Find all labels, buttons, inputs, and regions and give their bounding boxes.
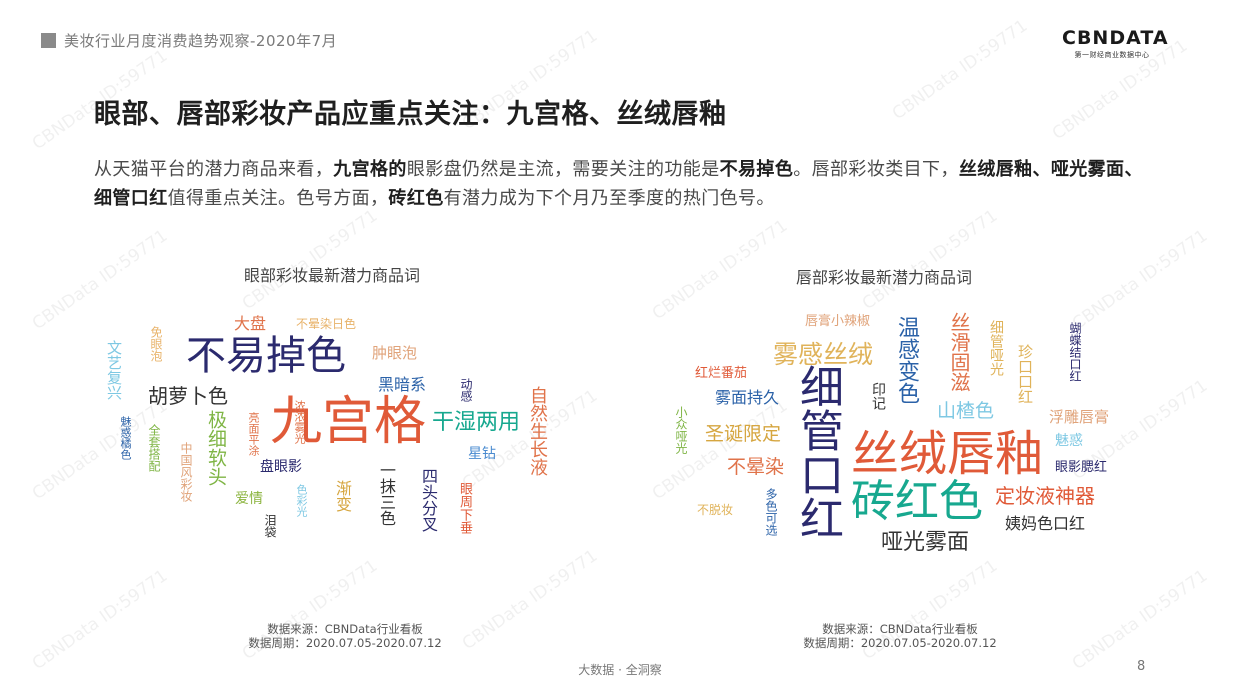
cloud-word: 不晕染日色 <box>296 317 357 331</box>
page-number: 8 <box>1137 659 1146 674</box>
eye-cloud-source: 数据来源：CBNData行业看板 数据周期：2020.07.05-2020.07… <box>200 622 490 650</box>
cloud-word: 色彩光 <box>295 484 308 517</box>
cloud-word: 免眼泡 <box>149 326 163 362</box>
cloud-word: 浮雕唇膏 <box>1049 408 1110 426</box>
watermark: CBNData ID:59771 <box>238 205 382 315</box>
source-label: 数据来源：CBNData行业看板 <box>822 622 978 636</box>
cloud-word: 雾感丝绒 <box>773 340 874 369</box>
lip-cloud-source: 数据来源：CBNData行业看板 数据周期：2020.07.05-2020.07… <box>755 622 1045 650</box>
summary-paragraph: 从天猫平台的潜力商品来看，九宫格的眼影盘仍然是主流，需要关注的功能是不易掉色。唇… <box>94 155 1154 213</box>
cloud-word: 姨妈色口红 <box>1005 514 1086 533</box>
para-seg: 。唇部彩妆类目下， <box>793 159 959 180</box>
header-square-icon <box>41 33 56 48</box>
cloud-word: 文艺复兴 <box>105 340 123 400</box>
cloud-word: 星钻 <box>468 446 496 462</box>
cloud-word: 九宫格 <box>270 392 427 452</box>
cloud-word: 红烂番茄 <box>695 366 748 381</box>
watermark: CBNData ID:59771 <box>888 15 1032 125</box>
cloud-word: 四头分叉 <box>419 468 438 532</box>
cloud-word: 小众哑光 <box>674 406 688 454</box>
cloud-word: 圣诞限定 <box>705 423 782 445</box>
cloud-word: 肿眼泡 <box>372 344 418 362</box>
cloud-word: 细管口红 <box>792 364 843 540</box>
cloud-word: 不易掉色 <box>186 333 346 379</box>
cloud-word: 眼周下垂 <box>457 482 472 534</box>
para-seg-bold: 九宫格的 <box>333 159 407 180</box>
lip-word-cloud: 丝绒唇釉 细管口红 砖红色 雾感丝绒 温感变色 哑光雾面 定妆液神器 姨妈色口红… <box>665 300 1135 570</box>
period-label: 数据周期：2020.07.05-2020.07.12 <box>803 636 997 650</box>
logo-sub-text: 第一财经商业数据中心 <box>1074 51 1150 59</box>
cloud-word: 盘眼影 <box>260 459 302 475</box>
cloud-word: 雾面持久 <box>715 388 780 407</box>
cloud-word: 细管哑光 <box>988 320 1004 376</box>
eye-cloud-title: 眼部彩妆最新潜力商品词 <box>244 266 421 285</box>
logo-main-text: CBNDATA <box>1062 27 1169 49</box>
cloud-word: 不脱妆 <box>697 503 734 517</box>
cloud-word: 极细软头 <box>205 410 227 486</box>
cloud-word: 多色可选 <box>764 488 778 536</box>
para-seg-bold: 不易掉色 <box>719 159 794 180</box>
cloud-word: 动感 <box>459 378 473 402</box>
cloud-word: 全套搭配 <box>147 424 161 472</box>
cloud-word: 亮面平涂 <box>247 412 260 456</box>
cloud-word: 魅惑橘色 <box>119 416 132 460</box>
watermark: CBNData ID:59771 <box>28 565 172 675</box>
cbndata-logo: CBNDATA 第一财经商业数据中心 <box>1062 27 1169 60</box>
para-seg: 从天猫平台的潜力商品来看， <box>94 159 334 180</box>
cloud-word: 定妆液神器 <box>995 484 1095 508</box>
cloud-word: 胡萝卜色 <box>148 384 228 408</box>
cloud-word: 一抹三色 <box>377 462 396 526</box>
cloud-word: 不晕染 <box>727 456 785 478</box>
cloud-word: 丝绒唇釉 <box>851 426 1044 482</box>
para-seg: 眼影盘仍然是主流，需要关注的功能是 <box>406 159 720 180</box>
cloud-word: 泪袋 <box>263 514 277 538</box>
cloud-word: 浓浓雾光 <box>293 400 306 444</box>
lip-cloud-title: 唇部彩妆最新潜力商品词 <box>796 268 973 287</box>
cloud-word: 珍口口红 <box>1016 344 1034 404</box>
cloud-word: 自然生长液 <box>527 386 548 476</box>
cloud-word: 哑光雾面 <box>881 530 970 555</box>
cloud-word: 砖红色 <box>851 476 983 527</box>
watermark: CBNData ID:59771 <box>858 205 1002 315</box>
cloud-word: 丝滑固滋 <box>947 312 971 392</box>
cloud-word: 魅惑 <box>1055 433 1083 449</box>
cloud-word: 大盘 <box>234 314 267 333</box>
cloud-word: 爱情 <box>235 491 263 507</box>
para-seg: 有潜力成为下个月乃至季度的热门色号。 <box>443 188 775 209</box>
cloud-word: 温感变色 <box>894 316 919 404</box>
cloud-word: 干湿两用 <box>432 410 521 435</box>
cloud-word: 山楂色 <box>937 400 995 422</box>
eye-word-cloud: 不易掉色 九宫格 干湿两用 胡萝卜色 大盘 不晕染日色 肿眼泡 黑暗系 动感 自… <box>100 300 560 550</box>
cloud-word: 蝴蝶结口红 <box>1068 322 1082 382</box>
footer-slogan: 大数据 · 全洞察 <box>578 663 662 677</box>
para-seg-bold: 丝绒唇釉、哑光雾面、细管口红 <box>94 159 1143 209</box>
source-label: 数据来源：CBNData行业看板 <box>267 622 423 636</box>
report-title: 美妆行业月度消费趋势观察-2020年7月 <box>64 32 338 50</box>
watermark: CBNData ID:59771 <box>1068 565 1212 675</box>
cloud-word: 眼影腮红 <box>1055 460 1108 475</box>
para-seg: 值得重点关注。色号方面， <box>167 188 389 209</box>
cloud-word: 唇膏小辣椒 <box>805 314 871 329</box>
cloud-word: 印记 <box>870 382 886 410</box>
page-title: 眼部、唇部彩妆产品应重点关注：九宫格、丝绒唇釉 <box>94 99 727 130</box>
cloud-word: 渐变 <box>333 480 352 512</box>
para-seg-bold: 砖红色 <box>388 188 444 209</box>
cloud-word: 黑暗系 <box>378 375 427 394</box>
cloud-word: 中国风彩妆 <box>179 442 193 502</box>
period-label: 数据周期：2020.07.05-2020.07.12 <box>248 636 442 650</box>
